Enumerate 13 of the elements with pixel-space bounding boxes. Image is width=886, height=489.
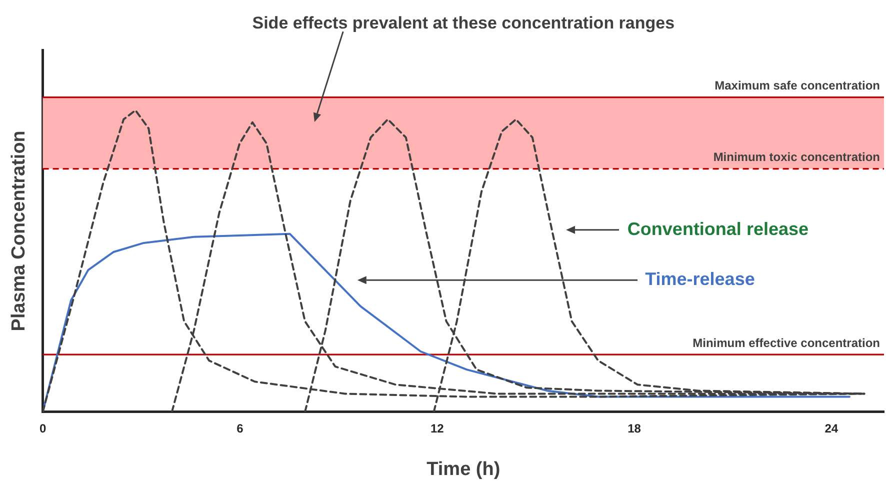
y-axis-title: Plasma Concentration	[8, 130, 30, 332]
x-tick-label: 0	[39, 421, 46, 436]
ref-line-label: Minimum effective concentration	[692, 336, 880, 350]
annotation: Time-release	[645, 269, 755, 290]
x-tick-label: 18	[628, 421, 642, 436]
text: Side effects prevalent at these concentration ranges	[252, 14, 675, 33]
x-tick-label: 24	[824, 421, 838, 436]
x-tick-label: 6	[236, 421, 244, 436]
ref-line-label: Maximum safe concentration	[714, 78, 880, 93]
x-axis-title: Time (h)	[426, 458, 500, 480]
ref-line-label: Minimum toxic concentration	[713, 150, 880, 164]
x-tick-label: 12	[430, 421, 444, 436]
annotation: Conventional release	[627, 218, 809, 239]
